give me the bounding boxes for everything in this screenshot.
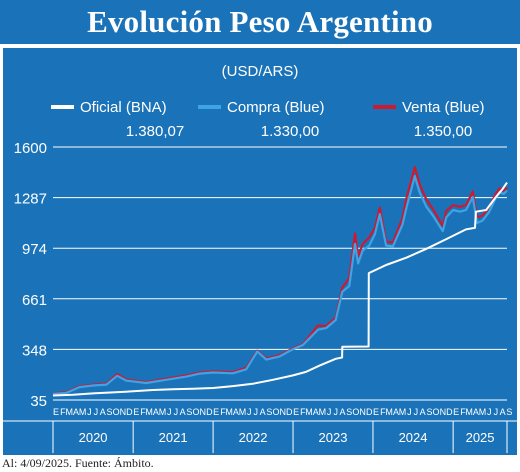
month-tick-13: F	[140, 407, 146, 417]
y-tick-label-3: 974	[22, 241, 47, 258]
year-label-2025: 2025	[466, 430, 495, 445]
year-label-2022: 2022	[239, 430, 268, 445]
month-tick-49: F	[380, 407, 386, 417]
chart-frame: Evolución Peso Argentino (USD/ARS) Oficia…	[0, 0, 520, 455]
month-tick-21: O	[193, 407, 200, 417]
month-tick-41: J	[327, 407, 332, 417]
month-tick-56: S	[426, 407, 432, 417]
month-tick-68: S	[506, 407, 512, 417]
month-tick-12: E	[133, 407, 139, 417]
month-tick-63: A	[473, 407, 479, 417]
month-tick-17: J	[167, 407, 172, 417]
month-tick-40: M	[319, 407, 327, 417]
title-bar: Evolución Peso Argentino	[0, 0, 520, 44]
series-line-2	[52, 175, 508, 395]
month-tick-59: D	[446, 407, 453, 417]
month-tick-26: M	[225, 407, 233, 417]
chart-panel: (USD/ARS) Oficial (BNA) 1.380,07 Compra (Bl…	[3, 48, 517, 455]
month-tick-7: A	[100, 407, 106, 417]
y-tick-label-2: 661	[22, 292, 47, 309]
y-tick-label-0: 35	[30, 393, 47, 410]
month-tick-34: N	[279, 407, 286, 417]
month-tick-18: J	[174, 407, 179, 417]
month-tick-57: O	[433, 407, 440, 417]
source-note: Al: 4/09/2025. Fuente: Ámbito.	[2, 456, 154, 470]
month-tick-38: M	[305, 407, 313, 417]
month-tick-32: S	[266, 407, 272, 417]
month-tick-35: D	[286, 407, 293, 417]
year-label-2023: 2023	[319, 430, 348, 445]
month-tick-37: F	[300, 407, 306, 417]
month-tick-67: A	[500, 407, 506, 417]
month-tick-51: A	[393, 407, 399, 417]
chart-title: Evolución Peso Argentino	[87, 4, 433, 39]
month-tick-48: E	[373, 407, 379, 417]
month-tick-11: D	[126, 407, 133, 417]
month-tick-16: M	[159, 407, 167, 417]
legend-label-3: Venta (Blue)	[402, 99, 485, 116]
month-tick-50: M	[385, 407, 393, 417]
y-tick-label-1: 348	[22, 342, 47, 359]
month-tick-22: N	[200, 407, 207, 417]
month-tick-66: J	[494, 407, 499, 417]
series-line-1	[52, 182, 508, 397]
month-tick-24: E	[213, 407, 219, 417]
month-tick-31: A	[260, 407, 266, 417]
month-tick-0: E	[53, 407, 59, 417]
month-tick-52: M	[399, 407, 407, 417]
month-tick-44: S	[346, 407, 352, 417]
month-tick-15: A	[153, 407, 159, 417]
month-tick-9: O	[113, 407, 120, 417]
month-tick-14: M	[145, 407, 153, 417]
month-tick-20: S	[186, 407, 192, 417]
month-tick-54: J	[414, 407, 419, 417]
month-tick-46: N	[359, 407, 366, 417]
month-tick-8: S	[106, 407, 112, 417]
month-tick-23: D	[206, 407, 213, 417]
y-tick-label-4: 1287	[14, 191, 47, 208]
month-tick-65: J	[487, 407, 492, 417]
month-tick-2: M	[65, 407, 73, 417]
month-tick-30: J	[254, 407, 259, 417]
legend-label-2: Compra (Blue)	[227, 99, 325, 116]
month-tick-6: J	[94, 407, 99, 417]
month-tick-19: A	[180, 407, 186, 417]
month-tick-25: F	[220, 407, 226, 417]
line-chart: (USD/ARS) Oficial (BNA) 1.380,07 Compra (Bl…	[3, 63, 517, 453]
month-tick-64: M	[479, 407, 487, 417]
month-tick-60: E	[453, 407, 459, 417]
year-label-2021: 2021	[159, 430, 188, 445]
legend-value-2: 1.330,00	[261, 123, 319, 140]
legend-label-1: Oficial (BNA)	[80, 99, 167, 116]
series-line-3	[52, 166, 508, 395]
month-tick-42: J	[333, 407, 338, 417]
month-tick-1: F	[60, 407, 66, 417]
unit-label: (USD/ARS)	[222, 63, 299, 80]
month-tick-28: M	[239, 407, 247, 417]
month-tick-61: F	[460, 407, 466, 417]
month-tick-5: J	[87, 407, 92, 417]
year-label-2024: 2024	[399, 430, 428, 445]
month-tick-45: O	[352, 407, 359, 417]
legend-value-3: 1.350,00	[414, 123, 472, 140]
month-tick-27: A	[233, 407, 239, 417]
month-tick-33: O	[272, 407, 279, 417]
month-tick-10: N	[120, 407, 127, 417]
month-tick-36: E	[293, 407, 299, 417]
month-tick-62: M	[465, 407, 473, 417]
month-tick-53: J	[407, 407, 412, 417]
month-tick-29: J	[247, 407, 252, 417]
month-tick-3: A	[73, 407, 79, 417]
month-tick-58: N	[440, 407, 447, 417]
month-tick-39: A	[313, 407, 319, 417]
year-label-2020: 2020	[79, 430, 108, 445]
y-tick-label-5: 1600	[14, 140, 47, 157]
month-tick-55: A	[420, 407, 426, 417]
month-tick-47: D	[366, 407, 373, 417]
legend-value-1: 1.380,07	[126, 123, 184, 140]
month-tick-4: M	[79, 407, 87, 417]
month-tick-43: A	[340, 407, 346, 417]
